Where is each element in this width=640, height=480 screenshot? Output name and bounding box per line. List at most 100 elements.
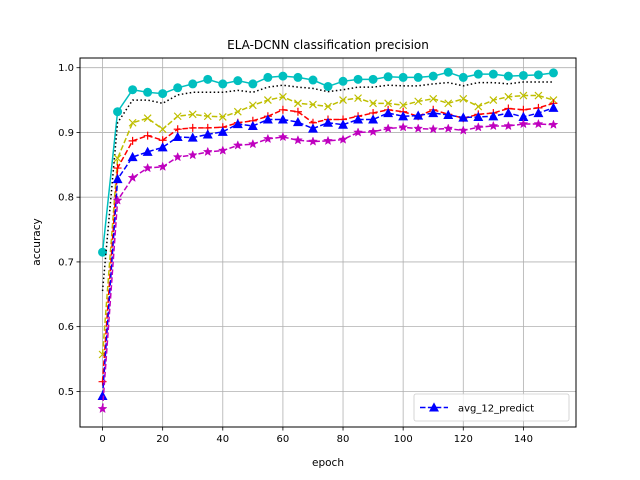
data-point (353, 74, 363, 84)
series-5 (97, 102, 559, 400)
data-point (428, 124, 439, 134)
data-point (398, 72, 408, 82)
data-point (413, 110, 424, 120)
data-point (338, 134, 348, 144)
data-point (142, 146, 153, 156)
data-point (443, 123, 454, 133)
data-point (504, 92, 513, 101)
data-point (474, 102, 483, 111)
data-point (458, 72, 468, 82)
y-tick-label: 0.6 (58, 322, 74, 333)
data-point (173, 83, 183, 93)
data-point (217, 126, 228, 136)
data-point (548, 119, 559, 129)
data-point (294, 99, 302, 108)
data-point (368, 114, 379, 124)
data-point (278, 105, 287, 114)
data-point (353, 127, 364, 137)
data-point (533, 70, 543, 80)
data-point (97, 403, 108, 414)
data-point (354, 94, 362, 103)
data-point (489, 96, 498, 105)
data-point (473, 111, 484, 121)
data-point (232, 140, 243, 150)
x-tick-label: 0 (99, 434, 105, 445)
data-point (188, 79, 198, 89)
data-point (383, 72, 393, 82)
data-point (128, 118, 137, 127)
data-point (158, 89, 168, 99)
x-axis-label: epoch (312, 457, 344, 469)
data-point (142, 162, 153, 173)
legend: avg_12_predict (413, 393, 570, 422)
series-3 (98, 91, 558, 359)
y-tick-label: 0.5 (58, 387, 74, 398)
data-point (368, 126, 379, 137)
data-point (113, 107, 123, 117)
data-point (323, 117, 333, 127)
data-point (113, 154, 122, 163)
data-point (383, 107, 394, 118)
data-point (113, 164, 122, 173)
data-point (429, 94, 438, 103)
data-point (443, 67, 453, 77)
data-point (458, 125, 469, 135)
data-point (143, 114, 152, 123)
data-point (248, 101, 257, 110)
data-point (413, 72, 423, 82)
data-point (458, 112, 469, 122)
data-point (248, 79, 258, 89)
data-point (293, 107, 302, 116)
data-point (339, 96, 347, 105)
series-1 (98, 67, 558, 257)
data-point (172, 151, 183, 162)
data-point (218, 112, 227, 121)
data-point (323, 135, 333, 146)
data-point (428, 71, 438, 81)
data-point (203, 74, 213, 84)
data-point (309, 100, 317, 109)
data-point (488, 69, 498, 79)
data-point (157, 161, 168, 171)
data-point (503, 71, 513, 81)
data-point (232, 118, 243, 129)
data-point (473, 69, 483, 79)
y-axis-label: accuracy (31, 218, 43, 265)
data-point (157, 142, 168, 152)
data-point (112, 173, 123, 184)
series-2 (101, 81, 554, 292)
data-point (292, 116, 303, 127)
data-point (292, 135, 303, 145)
data-point (277, 114, 288, 124)
data-point (414, 97, 423, 106)
data-point (488, 111, 499, 121)
x-tick-label: 120 (454, 434, 473, 445)
data-point (428, 107, 439, 118)
data-point (548, 102, 559, 112)
data-point (443, 109, 454, 120)
x-tick-label: 80 (337, 434, 350, 445)
data-point (413, 123, 424, 133)
data-point (534, 91, 543, 100)
data-point (143, 131, 152, 140)
data-point (398, 111, 409, 121)
data-point (127, 172, 138, 182)
data-point (187, 132, 198, 142)
data-point (262, 114, 273, 124)
series-layer (97, 67, 559, 414)
data-point (518, 118, 529, 129)
data-point (308, 75, 318, 85)
data-point (158, 125, 167, 134)
data-point (128, 85, 138, 95)
data-point (202, 129, 213, 139)
data-point (188, 110, 197, 119)
plot-frame (79, 57, 577, 428)
data-point (308, 136, 318, 146)
data-point (247, 138, 258, 149)
data-point (399, 101, 408, 110)
legend-box (413, 393, 570, 422)
x-axis: 0 20 40 60 80 100 120 140 (99, 427, 533, 445)
data-point (533, 118, 544, 129)
data-point (323, 81, 333, 91)
